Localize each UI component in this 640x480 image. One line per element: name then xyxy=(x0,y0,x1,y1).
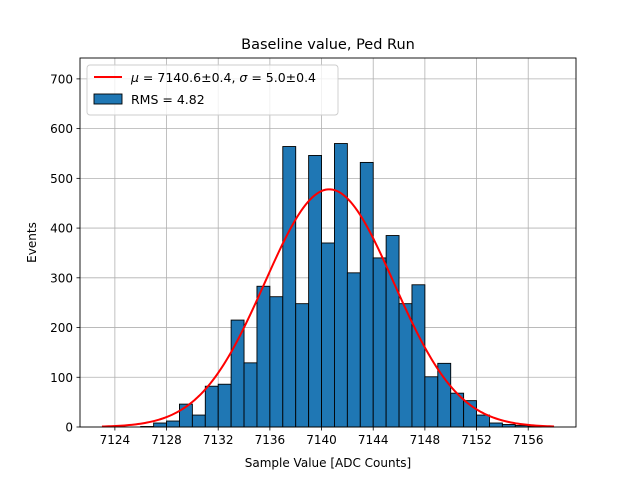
y-tick-label: 600 xyxy=(50,122,73,136)
gaussian-fit-curve xyxy=(101,188,555,428)
y-axis-label: Events xyxy=(25,222,39,263)
legend-histogram-swatch xyxy=(93,93,123,105)
histogram-bar xyxy=(346,272,361,428)
histogram-bar xyxy=(424,376,439,428)
y-tick-label: 0 xyxy=(65,421,73,435)
y-tick-label: 300 xyxy=(50,271,73,285)
y-tick-label: 200 xyxy=(50,321,73,335)
x-axis-ticks: 7124 7128 7132 7136 7140 7144 7148 7152 7156 xyxy=(100,427,544,447)
legend-sigma-symbol: σ xyxy=(239,70,248,85)
histogram-bar xyxy=(282,146,297,428)
histogram-bar xyxy=(217,383,232,428)
legend: μ = 7140.6±0.4, σ = 5.0±0.4 RMS = 4.82 xyxy=(86,64,339,116)
histogram-bar xyxy=(256,285,271,428)
histogram-bar xyxy=(191,414,206,428)
y-axis-ticks: 0 100 200 300 400 500 600 700 xyxy=(50,72,80,435)
x-tick-label: 7152 xyxy=(461,433,492,447)
x-tick-label: 7136 xyxy=(255,433,286,447)
histogram-bar xyxy=(359,161,374,428)
chart-title: Baseline value, Ped Run xyxy=(241,37,415,53)
histogram-bar xyxy=(476,414,490,428)
histogram-bar xyxy=(295,303,310,428)
histogram-bar xyxy=(489,422,503,428)
legend-fit-label: μ = 7140.6±0.4, σ = 5.0±0.4 xyxy=(130,70,316,85)
y-tick-label: 400 xyxy=(50,222,73,236)
histogram-bar xyxy=(411,284,426,428)
histogram-bar xyxy=(372,257,387,428)
x-tick-label: 7156 xyxy=(513,433,544,447)
fit-curve-layer xyxy=(101,188,555,428)
x-tick-label: 7132 xyxy=(203,433,234,447)
x-tick-label: 7148 xyxy=(410,433,441,447)
histogram-bar xyxy=(243,362,258,428)
x-axis-label: Sample Value [ADC Counts] xyxy=(245,456,411,470)
legend-box xyxy=(86,64,339,116)
histogram-bar xyxy=(204,385,219,428)
histogram-bar xyxy=(321,242,335,428)
histogram-bar xyxy=(385,235,400,428)
y-tick-label: 100 xyxy=(50,371,73,385)
x-tick-label: 7144 xyxy=(358,433,389,447)
legend-histogram-label: RMS = 4.82 xyxy=(131,92,205,107)
histogram-bar xyxy=(230,319,245,428)
histogram-bar xyxy=(398,303,413,428)
x-tick-label: 7124 xyxy=(100,433,131,447)
histogram-bar xyxy=(153,422,167,428)
histogram-bar xyxy=(334,143,348,428)
legend-sigma-value: = 5.0±0.4 xyxy=(247,70,316,85)
y-tick-label: 700 xyxy=(50,72,73,86)
x-tick-label: 7140 xyxy=(306,433,337,447)
plot-area-frame xyxy=(79,57,577,428)
x-tick-label: 7128 xyxy=(151,433,182,447)
histogram-bar xyxy=(269,296,284,428)
legend-mu-symbol: μ xyxy=(130,70,139,85)
histogram-bar xyxy=(166,420,180,428)
legend-mu-value: = 7140.6±0.4, xyxy=(139,70,239,85)
y-tick-label: 500 xyxy=(50,172,73,186)
